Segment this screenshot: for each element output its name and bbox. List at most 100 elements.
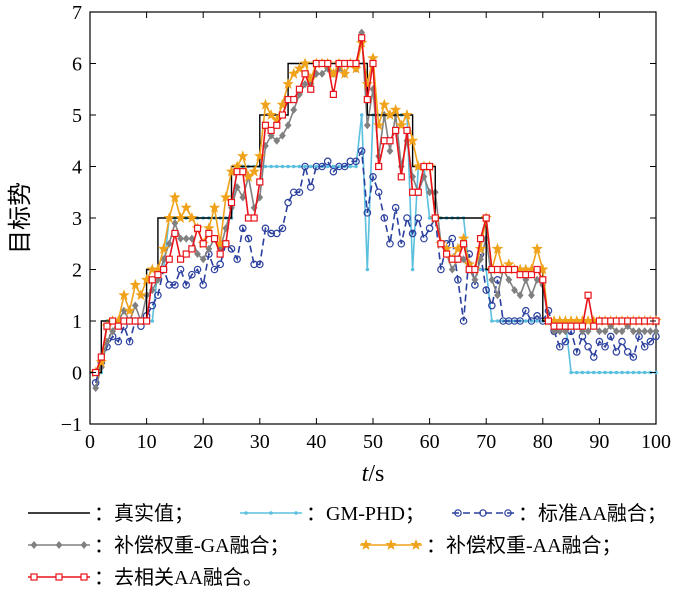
data-point [188,245,196,253]
data-point [574,370,579,375]
data-point [231,160,243,172]
data-point [271,114,283,125]
legend-marker [410,539,422,550]
data-point [256,178,264,186]
legend-marker [385,539,397,550]
x-axis-label: t/s [362,461,385,487]
data-point [203,222,215,234]
legend-item-1: ：GM-PHD； [240,503,425,525]
data-point [97,353,105,361]
data-point [514,263,526,275]
data-point [459,317,468,325]
data-point [408,229,417,238]
data-point [267,131,275,140]
data-point [193,265,202,274]
x-tick-label: 10 [137,431,157,453]
data-point [555,342,564,351]
data-point [288,67,300,79]
data-point [397,173,405,181]
data-point [533,312,541,320]
data-point [114,322,122,330]
data-point [352,59,360,68]
data-point [488,301,496,310]
data-point [454,255,462,263]
series-layer [90,28,662,392]
legend-marker [360,539,372,550]
data-point [369,173,377,181]
data-point [582,315,594,326]
data-point [244,234,253,243]
legend-marker [80,573,88,581]
data-point [457,232,470,244]
data-point [460,255,467,264]
data-point [482,286,491,294]
data-point [426,162,434,171]
data-point [112,315,124,326]
data-point [641,327,649,336]
data-point [182,250,190,258]
data-point [306,183,315,191]
data-point [125,337,134,346]
data-point [554,315,566,326]
data-point [389,103,402,115]
data-point [401,109,413,120]
legend-marker [55,541,63,549]
data-point [291,164,296,169]
data-point [448,234,457,243]
legend-marker [244,511,248,515]
data-point [646,327,654,336]
data-point [471,265,479,274]
data-point [437,265,445,274]
data-point [618,327,626,336]
data-point [369,85,377,94]
data-point [239,193,247,202]
data-point [437,240,445,248]
legend-label: ：补偿权重-AA融合； [426,534,622,557]
data-point [290,105,298,114]
data-point [109,327,117,336]
y-tick-label: 3 [72,208,82,230]
data-point [165,281,174,289]
data-point [265,109,277,120]
data-point [535,319,539,323]
y-tick-label: 6 [72,54,82,76]
data-point [135,289,147,301]
data-point [584,291,592,299]
data-point [586,370,590,375]
y-tick-label: 4 [72,157,82,179]
x-tick-label: 70 [476,431,496,453]
data-point [369,59,377,68]
legend-label: ：GM-PHD； [306,503,425,525]
data-point [352,157,360,166]
data-point [176,255,185,263]
data-point [222,224,230,233]
data-point [409,172,417,181]
data-point [608,370,613,375]
data-point [233,255,241,264]
data-point [612,348,621,356]
data-point [261,224,270,233]
data-point [205,229,213,238]
data-point [601,342,609,351]
data-point [363,209,372,217]
data-point [157,242,170,254]
data-point [154,271,162,279]
legend-label: ：补偿权重-GA融合； [94,534,290,557]
data-point [595,337,604,346]
data-point [169,191,181,203]
data-point [410,267,415,272]
data-point [109,317,117,325]
legend-marker [80,541,88,549]
data-point [511,286,518,295]
data-point [357,147,366,155]
data-point [367,52,379,64]
data-point [642,370,647,375]
data-point [103,337,111,346]
data-point [210,265,219,274]
data-point [539,276,547,284]
data-point [289,188,298,197]
data-point [516,291,524,300]
series-2 [91,147,660,387]
data-point [359,113,364,117]
